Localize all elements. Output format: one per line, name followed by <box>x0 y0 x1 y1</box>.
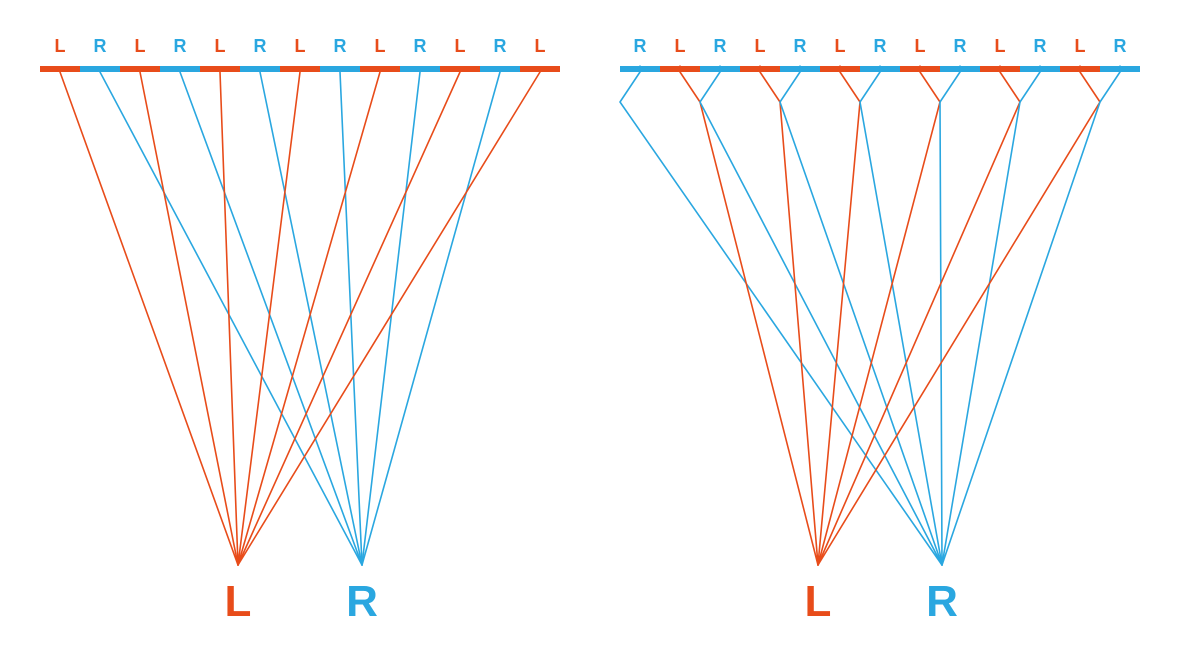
top-label-R: R <box>254 36 267 56</box>
top-label-R: R <box>94 36 107 56</box>
ray-crossed-R <box>942 66 1040 565</box>
ray-R <box>362 72 500 565</box>
eye-label-R: R <box>346 577 378 626</box>
bar-segment <box>240 66 280 72</box>
ray-crossed-L <box>818 66 1020 565</box>
ray-R <box>362 72 420 565</box>
top-label-L: L <box>675 36 686 56</box>
ray-crossed-L <box>818 66 940 565</box>
bar-segment <box>280 66 320 72</box>
top-label-L: L <box>455 36 466 56</box>
ray-crossed-R <box>942 66 1120 565</box>
bar-segment <box>320 66 360 72</box>
eye-label-L: L <box>805 577 832 626</box>
top-label-L: L <box>995 36 1006 56</box>
top-label-L: L <box>915 36 926 56</box>
top-label-L: L <box>295 36 306 56</box>
top-label-L: L <box>755 36 766 56</box>
ray-crossed-R <box>700 66 942 565</box>
bar-segment <box>80 66 120 72</box>
ray-crossed-L <box>818 66 860 565</box>
bar-segment <box>400 66 440 72</box>
diagram-svg: L R L R L R L R L R L R L L R R L R L R L R L R L R L R L R <box>0 0 1200 671</box>
top-label-R: R <box>1034 36 1047 56</box>
bar-segment <box>40 66 80 72</box>
ray-L <box>238 72 300 565</box>
bar-segment <box>520 66 560 72</box>
bar-segment <box>120 66 160 72</box>
top-label-R: R <box>414 36 427 56</box>
top-label-L: L <box>1075 36 1086 56</box>
eye-label-R: R <box>926 577 958 626</box>
bar-segment <box>440 66 480 72</box>
ray-R <box>260 72 362 565</box>
bar-segment <box>480 66 520 72</box>
eye-label-L: L <box>225 577 252 626</box>
top-label-L: L <box>215 36 226 56</box>
top-label-R: R <box>1114 36 1127 56</box>
top-label-R: R <box>954 36 967 56</box>
panel-left-normal: L R L R L R L R L R L R L L R <box>40 36 560 626</box>
top-label-L: L <box>55 36 66 56</box>
panel-right-crossed: R L R L R L R L R L R L R L R <box>620 36 1140 626</box>
top-label-R: R <box>174 36 187 56</box>
ray-L <box>60 72 238 565</box>
ray-crossed-L <box>818 66 1100 565</box>
bar-segment <box>360 66 400 72</box>
top-label-L: L <box>835 36 846 56</box>
ray-L <box>238 72 540 565</box>
top-label-L: L <box>375 36 386 56</box>
top-label-R: R <box>874 36 887 56</box>
top-label-L: L <box>535 36 546 56</box>
bar-segment <box>200 66 240 72</box>
top-label-R: R <box>714 36 727 56</box>
top-label-R: R <box>494 36 507 56</box>
ray-crossed-R <box>620 66 942 565</box>
bar-segment <box>160 66 200 72</box>
top-label-R: R <box>794 36 807 56</box>
ray-R <box>100 72 362 565</box>
ray-crossed-R <box>940 66 960 565</box>
top-label-L: L <box>135 36 146 56</box>
top-label-R: R <box>634 36 647 56</box>
top-label-R: R <box>334 36 347 56</box>
ray-crossed-R <box>780 66 942 565</box>
